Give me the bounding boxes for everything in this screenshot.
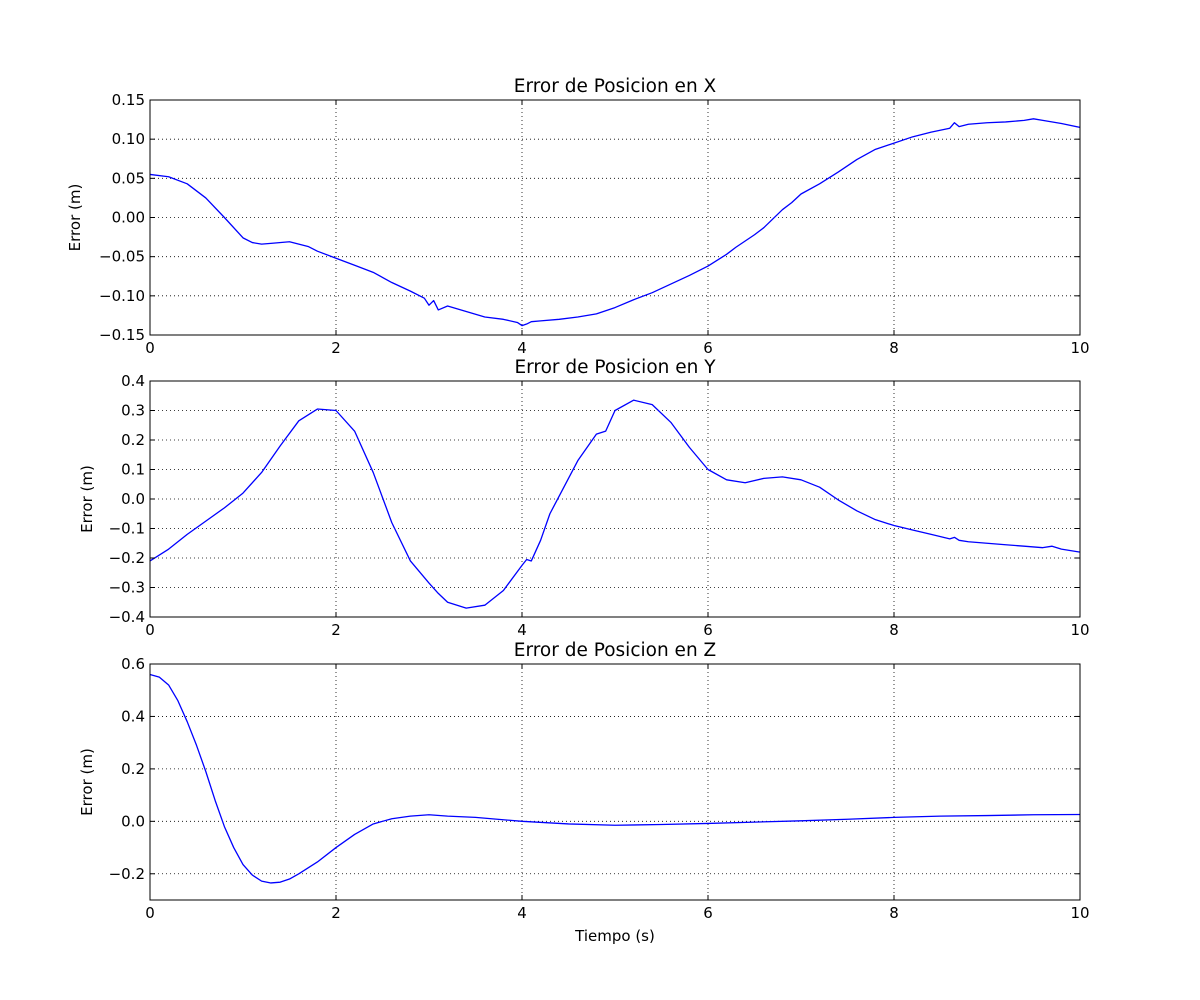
x-tick-label: 8 (889, 339, 899, 357)
y-tick-label: −0.2 (109, 865, 145, 883)
y-axis-label: Error (m) (66, 184, 84, 252)
y-tick-label: −0.10 (99, 287, 145, 305)
series-line-1 (149, 399, 1081, 609)
x-tick-label: 2 (331, 621, 341, 639)
plot-area (150, 664, 1080, 900)
x-tick-label: 10 (1070, 621, 1089, 639)
x-tick-label: 6 (703, 621, 713, 639)
y-tick-label: 0.2 (121, 760, 145, 778)
chart-panel-3: 0 2 4 6 8 10 −0.2 0.0 0.2 0.4 0.6 Error de Posicion… (78, 640, 1090, 945)
y-tick-label: 0.4 (121, 372, 145, 390)
x-tick-label: 0 (145, 904, 155, 922)
x-tick-label: 0 (145, 339, 155, 357)
x-axis-label: Tiempo (s) (574, 927, 655, 945)
y-tick-label: −0.3 (109, 579, 145, 597)
y-tick-label: 0.05 (112, 169, 145, 187)
x-tick-label: 8 (889, 904, 899, 922)
x-tick-label: 10 (1070, 904, 1089, 922)
x-tick-label: 4 (517, 621, 527, 639)
y-tick-label: 0.00 (112, 209, 145, 227)
series-line-1 (149, 118, 1081, 327)
y-axis-label: Error (m) (78, 465, 96, 533)
x-tick-label: 2 (331, 904, 341, 922)
y-tick-label: −0.05 (99, 248, 145, 266)
x-tick-label: 4 (517, 339, 527, 357)
x-tick-label: 8 (889, 621, 899, 639)
y-tick-label: 0.6 (121, 655, 145, 673)
y-tick-label: 0.2 (121, 431, 145, 449)
y-tick-label: 0.0 (121, 490, 145, 508)
y-tick-label: −0.4 (109, 608, 145, 626)
y-tick-label: 0.4 (121, 707, 145, 725)
x-tick-label: 0 (145, 621, 155, 639)
x-tick-label: 10 (1070, 339, 1089, 357)
y-tick-label: −0.15 (99, 326, 145, 344)
axes-frame (149, 663, 1081, 901)
chart-title: Error de Posicion en X (514, 76, 717, 97)
chart-panel-2: 0 2 4 6 8 10 −0.4 −0.3 −0.2 −0.1 0.0 0.1 0.2 0.3 0.4 Er… (78, 357, 1090, 639)
series-line-1 (149, 673, 1081, 884)
y-tick-label: −0.2 (109, 549, 145, 567)
y-tick-label: −0.1 (109, 520, 145, 538)
y-tick-label: 0.0 (121, 812, 145, 830)
x-tick-label: 6 (703, 904, 713, 922)
y-tick-label: 0.3 (121, 402, 145, 420)
x-tick-label: 4 (517, 904, 527, 922)
y-tick-label: 0.15 (112, 91, 145, 109)
chart-panel-1: 0 2 4 6 8 10 −0.15 −0.10 −0.05 0.00 0.05 0.10 0.15 Er… (66, 76, 1090, 357)
y-axis-label: Error (m) (78, 748, 96, 816)
y-tick-label: 0.1 (121, 461, 145, 479)
chart-title: Error de Posicion en Y (514, 357, 716, 378)
chart-title: Error de Posicion en Z (514, 640, 716, 661)
y-tick-label: 0.10 (112, 130, 145, 148)
x-tick-label: 6 (703, 339, 713, 357)
x-tick-label: 2 (331, 339, 341, 357)
